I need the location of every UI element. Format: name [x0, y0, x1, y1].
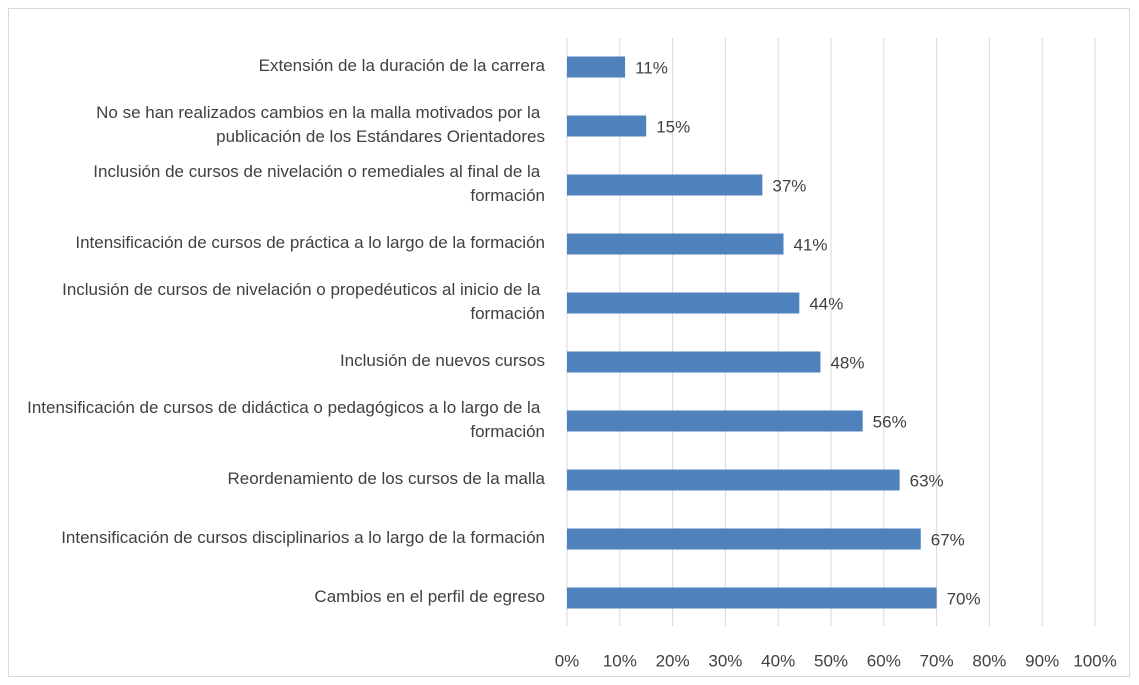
bar	[567, 528, 921, 550]
x-tick-label: 50%	[814, 651, 848, 670]
bar	[567, 174, 763, 196]
x-tick-label: 0%	[555, 651, 580, 670]
bar	[567, 233, 784, 255]
x-tick-label: 20%	[656, 651, 690, 670]
x-tick-label: 10%	[603, 651, 637, 670]
y-tick-label: Inclusión de cursos de nivelación o reme…	[93, 162, 545, 205]
data-label: 67%	[931, 530, 965, 549]
bar	[567, 587, 937, 609]
data-label: 15%	[656, 117, 690, 136]
data-label: 41%	[793, 235, 827, 254]
x-tick-label: 30%	[708, 651, 742, 670]
data-label: 44%	[809, 294, 843, 313]
y-tick-label: No se han realizados cambios en la malla…	[96, 103, 545, 146]
bar	[567, 469, 900, 491]
x-tick-label: 100%	[1073, 651, 1116, 670]
y-tick-label: Intensificación de cursos de didáctica o…	[27, 398, 545, 441]
y-tick-label: Reordenamiento de los cursos de la malla	[227, 469, 545, 488]
bar	[567, 292, 800, 314]
y-tick-label: Intensificación de cursos disciplinarios…	[61, 528, 545, 547]
y-tick-label: Intensificación de cursos de práctica a …	[75, 233, 545, 252]
data-label: 48%	[830, 353, 864, 372]
bar	[567, 410, 863, 432]
data-label: 70%	[947, 589, 981, 608]
bar	[567, 351, 821, 373]
y-tick-label: Cambios en el perfil de egreso	[314, 587, 545, 606]
y-tick-label: Inclusión de cursos de nivelación o prop…	[62, 280, 545, 323]
data-label: 11%	[635, 58, 668, 77]
bar	[567, 115, 647, 137]
x-tick-label: 60%	[867, 651, 901, 670]
x-tick-label: 40%	[761, 651, 795, 670]
x-tick-label: 80%	[972, 651, 1006, 670]
data-label: 37%	[772, 176, 806, 195]
data-label: 56%	[873, 412, 907, 431]
y-tick-label: Extensión de la duración de la carrera	[259, 56, 546, 75]
bar	[567, 56, 626, 78]
x-tick-label: 70%	[920, 651, 954, 670]
x-tick-label: 90%	[1025, 651, 1059, 670]
y-tick-label: Inclusión de nuevos cursos	[340, 351, 545, 370]
data-label: 63%	[910, 471, 944, 490]
